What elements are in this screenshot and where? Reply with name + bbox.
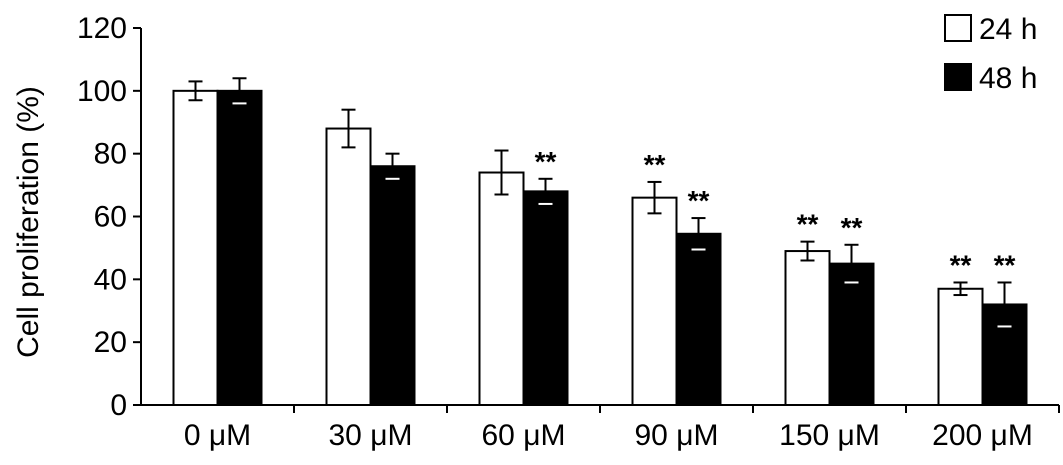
x-category-label: 0 μM bbox=[184, 419, 251, 452]
significance-label: ** bbox=[644, 149, 666, 180]
significance-label: ** bbox=[797, 209, 819, 240]
legend-label-24h: 24 h bbox=[979, 13, 1037, 46]
legend-swatch-24h bbox=[944, 14, 972, 42]
bar bbox=[828, 262, 875, 406]
significance-label: ** bbox=[688, 185, 710, 216]
bar bbox=[369, 165, 416, 406]
significance-label: ** bbox=[994, 249, 1016, 280]
significance-label: ** bbox=[535, 146, 557, 177]
x-category-label: 30 μM bbox=[329, 419, 413, 452]
bar bbox=[631, 196, 678, 406]
y-tick-label: 120 bbox=[77, 12, 127, 45]
bar bbox=[784, 250, 831, 406]
y-tick-label: 0 bbox=[110, 389, 127, 422]
plot-area: 0 20 40 60 80 100 120 0 μM 30 μM ** 60 μM ** ** 90 μM… bbox=[77, 12, 1060, 452]
legend: 24 h 48 h bbox=[944, 13, 1037, 95]
y-tick-label: 40 bbox=[94, 263, 127, 296]
bar bbox=[478, 171, 525, 406]
bar bbox=[216, 89, 263, 406]
significance-label: ** bbox=[950, 249, 972, 280]
bar bbox=[522, 190, 569, 406]
y-axis-title: Cell proliferation (%) bbox=[12, 86, 45, 358]
y-tick-label: 100 bbox=[77, 75, 127, 108]
legend-swatch-48h bbox=[944, 63, 972, 91]
y-tick-label: 80 bbox=[94, 138, 127, 171]
x-category-label: 60 μM bbox=[482, 419, 566, 452]
x-category-label: 200 μM bbox=[932, 419, 1033, 452]
bar bbox=[325, 127, 372, 407]
y-tick-label: 60 bbox=[94, 201, 127, 234]
significance-label: ** bbox=[841, 212, 863, 243]
bar bbox=[675, 232, 722, 406]
legend-label-48h: 48 h bbox=[979, 62, 1037, 95]
bar bbox=[172, 89, 219, 406]
y-tick-label: 20 bbox=[94, 326, 127, 359]
bar bbox=[937, 287, 984, 406]
x-category-label: 90 μM bbox=[635, 419, 719, 452]
x-category-label: 150 μM bbox=[779, 419, 880, 452]
